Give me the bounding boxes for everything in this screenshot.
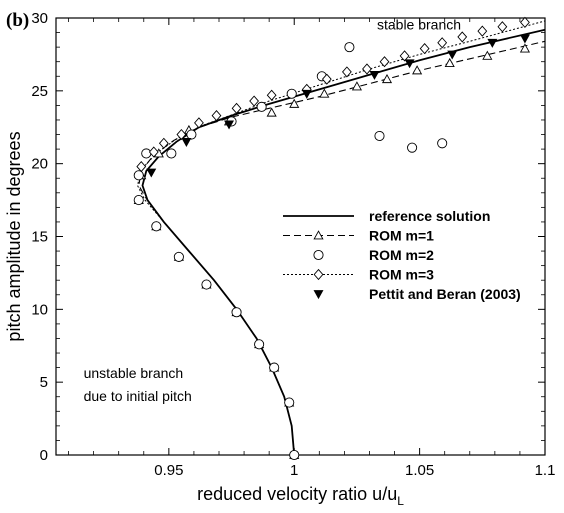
legend-label: reference solution: [369, 208, 490, 224]
marker-circle: [254, 339, 265, 350]
series-line-0: [141, 28, 546, 456]
marker-circle: [289, 449, 300, 461]
marker-diamond: [158, 137, 169, 149]
marker-triangle: [482, 50, 493, 60]
marker-circle: [284, 397, 295, 408]
marker-layer: [133, 16, 531, 461]
marker-diamond: [497, 21, 508, 33]
marker-filled-triangle-down: [487, 38, 498, 48]
marker-diamond: [379, 56, 390, 68]
marker-diamond: [211, 110, 222, 122]
marker-diamond: [249, 95, 260, 107]
series-layer: [136, 20, 546, 456]
marker-diamond: [341, 66, 352, 78]
marker-filled-triangle-down: [181, 137, 192, 147]
marker-triangle: [266, 107, 277, 117]
series-line-3: [136, 20, 546, 456]
marker-diamond: [321, 73, 332, 85]
marker-triangle: [313, 230, 324, 240]
marker-circle: [173, 251, 184, 262]
marker-filled-triangle-down: [301, 89, 312, 99]
marker-diamond: [362, 63, 372, 75]
chart-annotation: due to initial pitch: [84, 388, 192, 404]
marker-triangle: [319, 88, 330, 98]
x-tick-label: 1.1: [535, 462, 556, 479]
chart-annotation: unstable branch: [84, 365, 184, 381]
x-tick-label: 1: [290, 462, 298, 479]
marker-triangle: [351, 81, 362, 91]
marker-circle: [133, 170, 144, 181]
x-tick-label: 1.05: [405, 462, 434, 479]
series-line-1: [138, 40, 546, 456]
chart-annotation: stable branch: [377, 17, 461, 33]
marker-diamond: [437, 37, 448, 49]
panel-label: (b): [6, 10, 29, 31]
marker-circle: [166, 148, 177, 159]
marker-diamond: [194, 117, 204, 129]
y-tick-label: 30: [31, 10, 48, 27]
marker-diamond: [176, 128, 187, 141]
y-tick-label: 15: [31, 229, 48, 246]
marker-diamond: [148, 146, 159, 158]
x-tick-label: 0.95: [154, 462, 183, 479]
y-axis-label: pitch amplitude in degrees: [4, 131, 24, 341]
marker-circle: [374, 130, 385, 142]
marker-circle: [201, 279, 212, 290]
marker-circle: [133, 195, 144, 206]
marker-diamond: [477, 25, 488, 37]
legend-label: ROM m=3: [369, 267, 434, 283]
y-tick-label: 20: [31, 156, 48, 173]
axis-ticks: 0.95 1 1.05 1.1 0 5 10 15 20 25 30: [31, 10, 555, 479]
marker-diamond: [313, 268, 324, 281]
marker-filled-triangle-down: [404, 59, 415, 69]
marker-triangle: [519, 43, 531, 53]
marker-triangle: [289, 98, 300, 108]
marker-diamond: [520, 16, 530, 28]
y-tick-label: 0: [40, 447, 48, 464]
marker-triangle: [412, 65, 423, 75]
marker-diamond: [266, 89, 277, 101]
legend: reference solution ROM m=1 ROM m=2 ROM m=3 P…: [283, 208, 521, 302]
y-tick-label: 10: [31, 301, 48, 318]
marker-circle: [151, 221, 162, 232]
marker-diamond: [399, 50, 410, 62]
legend-label: ROM m=2: [369, 247, 434, 263]
marker-triangle: [444, 57, 455, 68]
annotation-layer: stable branch unstable branch due to initi…: [84, 17, 461, 404]
legend-label: ROM m=1: [369, 228, 434, 244]
marker-filled-triangle-down: [146, 168, 157, 178]
marker-diamond: [136, 160, 147, 173]
marker-filled-triangle-down: [369, 70, 380, 80]
marker-circle: [186, 129, 197, 140]
y-tick-label: 5: [40, 374, 48, 391]
marker-circle: [407, 142, 418, 153]
plot-area: 0.95 1 1.05 1.1 0 5 10 15 20 25 30 stable branch un…: [31, 10, 555, 479]
marker-circle: [313, 249, 324, 261]
marker-circle: [344, 42, 355, 53]
marker-triangle: [381, 73, 393, 84]
marker-diamond: [457, 31, 468, 43]
legend-label: Pettit and Beran (2003): [369, 286, 521, 302]
marker-diamond: [231, 102, 242, 114]
marker-diamond: [419, 43, 430, 55]
marker-circle: [256, 101, 267, 112]
marker-circle: [286, 88, 297, 99]
marker-filled-triangle-down: [519, 34, 530, 44]
marker-circle: [437, 138, 448, 149]
marker-circle: [231, 307, 242, 318]
x-axis-label: reduced velocity ratio u/uL: [197, 484, 404, 508]
marker-filled-triangle-down: [224, 120, 235, 130]
marker-circle: [269, 362, 280, 373]
marker-circle: [141, 148, 152, 159]
marker-filled-triangle-down: [313, 290, 324, 300]
marker-filled-triangle-down: [447, 50, 458, 60]
y-tick-label: 25: [31, 83, 48, 100]
